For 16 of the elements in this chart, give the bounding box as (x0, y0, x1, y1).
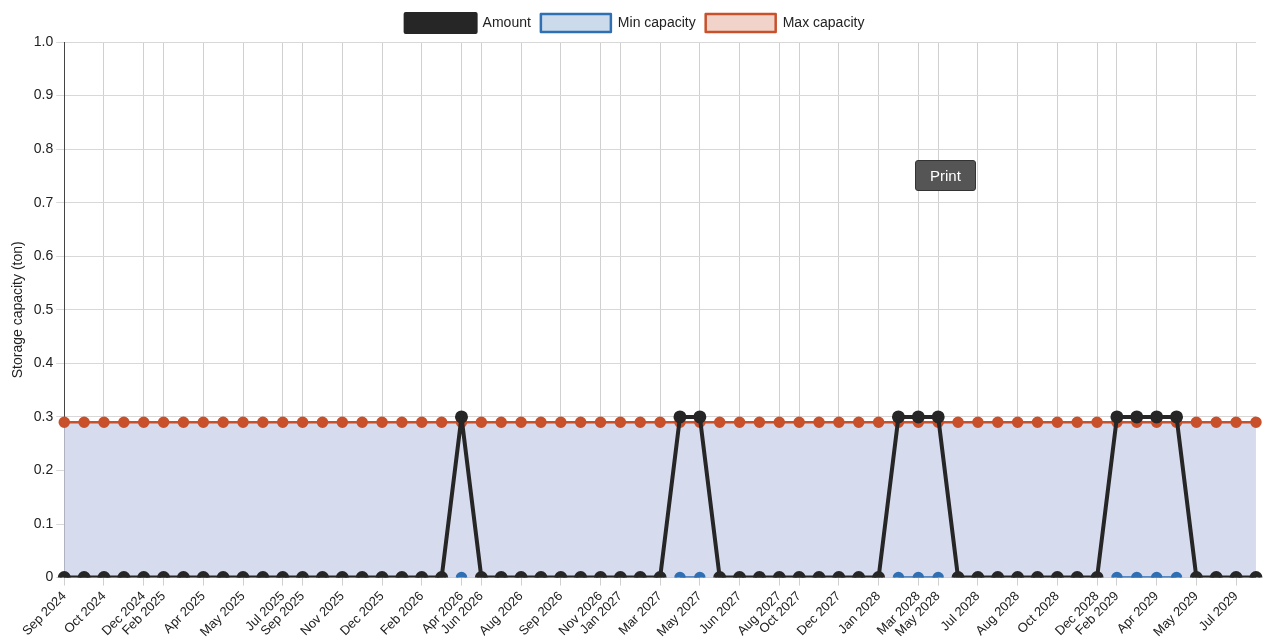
y-tick-label: 0.7 (33, 193, 54, 210)
y-tick-label: 0.3 (33, 407, 54, 424)
legend-label: Amount (482, 13, 531, 30)
y-tick-label: 0.8 (33, 139, 54, 156)
annotation: Print (915, 160, 976, 191)
y-tick-label: 0.4 (33, 354, 54, 371)
y-tick-label: 0.5 (33, 300, 54, 317)
y-tick-label: 0 (45, 568, 54, 585)
y-axis-title: Storage capacity (ton) (9, 241, 26, 379)
y-tick-label: 0.2 (33, 461, 54, 478)
y-tick-label: 0.9 (33, 86, 54, 103)
y-tick-label: 0.6 (33, 247, 54, 264)
y-tick-label: 1.0 (33, 32, 54, 49)
legend-label: Min capacity (617, 13, 696, 30)
legend-label: Max capacity (782, 13, 865, 30)
y-tick-label: 0.1 (33, 514, 54, 531)
